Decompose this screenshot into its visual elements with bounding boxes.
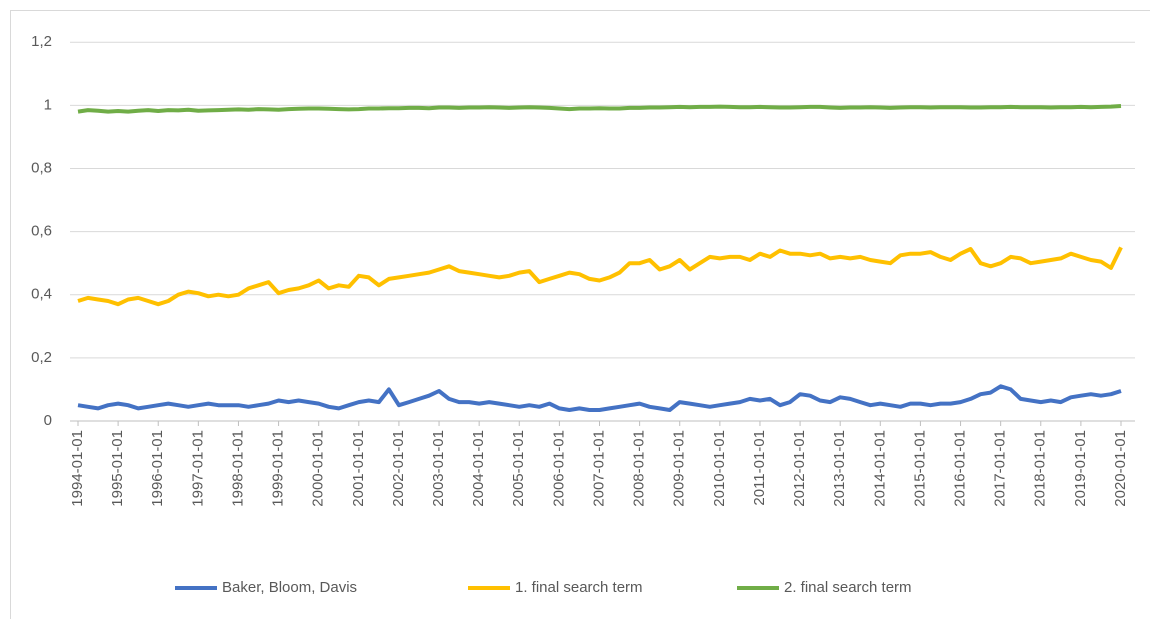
x-tick-label: 2014-01-01 <box>871 430 888 507</box>
x-tick-label: 2010-01-01 <box>711 430 728 507</box>
y-tick-label: 1 <box>44 96 52 113</box>
x-tick-label: 2000-01-01 <box>310 430 327 507</box>
x-tick-label: 2015-01-01 <box>911 430 928 507</box>
x-tick-label: 2007-01-01 <box>590 430 607 507</box>
x-tick-label: 1995-01-01 <box>109 430 126 507</box>
y-tick-label: 0,2 <box>31 349 52 366</box>
series-line <box>77 246 1123 307</box>
x-tick-label: 2009-01-01 <box>671 430 688 507</box>
y-tick-label: 0,6 <box>31 223 52 240</box>
x-tick-label: 2001-01-01 <box>350 430 367 507</box>
x-tick-label: 2002-01-01 <box>390 430 407 507</box>
x-tick-label: 2013-01-01 <box>831 430 848 507</box>
x-tick-label: 2016-01-01 <box>952 430 969 507</box>
chart-border <box>10 10 1150 619</box>
x-tick-label: 2017-01-01 <box>992 430 1009 507</box>
x-tick-label: 2012-01-01 <box>791 430 808 507</box>
legend-label: 1. final search term <box>515 579 643 596</box>
x-tick-label: 2011-01-01 <box>751 430 768 506</box>
x-tick-label: 2006-01-01 <box>550 430 567 507</box>
x-tick-label: 2008-01-01 <box>631 430 648 507</box>
x-tick-label: 2019-01-01 <box>1072 430 1089 507</box>
legend-label: 2. final search term <box>784 579 912 596</box>
x-tick-label: 1996-01-01 <box>149 430 166 507</box>
x-tick-label: 2003-01-01 <box>430 430 447 507</box>
x-tick-label: 1998-01-01 <box>229 430 246 507</box>
x-tick-label: 2005-01-01 <box>510 430 527 507</box>
series-line <box>77 104 1122 114</box>
legend-label: Baker, Bloom, Davis <box>222 579 357 596</box>
x-tick-label: 1999-01-01 <box>270 430 287 507</box>
y-tick-label: 0,8 <box>31 159 52 176</box>
y-tick-label: 0 <box>44 412 52 429</box>
x-tick-label: 1994-01-01 <box>69 430 86 507</box>
y-tick-label: 1,2 <box>31 33 52 50</box>
x-tick-label: 2018-01-01 <box>1032 430 1049 507</box>
x-tick-label: 2020-01-01 <box>1112 430 1129 507</box>
series-line <box>77 384 1122 412</box>
y-tick-label: 0,4 <box>31 286 52 303</box>
x-tick-label: 1997-01-01 <box>189 430 206 507</box>
x-tick-label: 2004-01-01 <box>470 430 487 507</box>
